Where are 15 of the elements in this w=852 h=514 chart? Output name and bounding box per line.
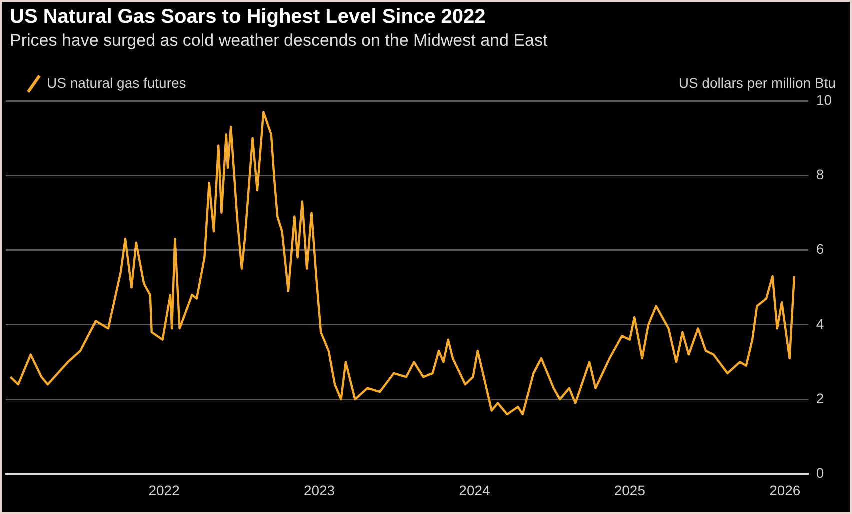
x-tick-label: 2024 (459, 482, 491, 498)
x-tick-label: 2025 (614, 482, 646, 498)
y-tick-label: 2 (816, 390, 824, 406)
x-tick-label: 2023 (304, 482, 336, 498)
y-tick-label: 8 (816, 166, 824, 182)
x-tick-label: 2022 (148, 482, 180, 498)
chart-title: US Natural Gas Soars to Highest Level Since 2022 (9, 5, 487, 29)
legend-label: US natural gas futures (47, 74, 186, 91)
y-tick-label: 10 (816, 92, 832, 108)
chart-subtitle: Prices have surged as cold weather descends on the Midwest and East (9, 30, 549, 52)
y-tick-label: 6 (816, 241, 824, 258)
y-tick-label: 4 (816, 316, 824, 332)
x-tick-label: 2026 (770, 482, 801, 498)
y-tick-label: 0 (816, 465, 824, 482)
y-axis-title: US dollars per million Btu (678, 74, 836, 91)
